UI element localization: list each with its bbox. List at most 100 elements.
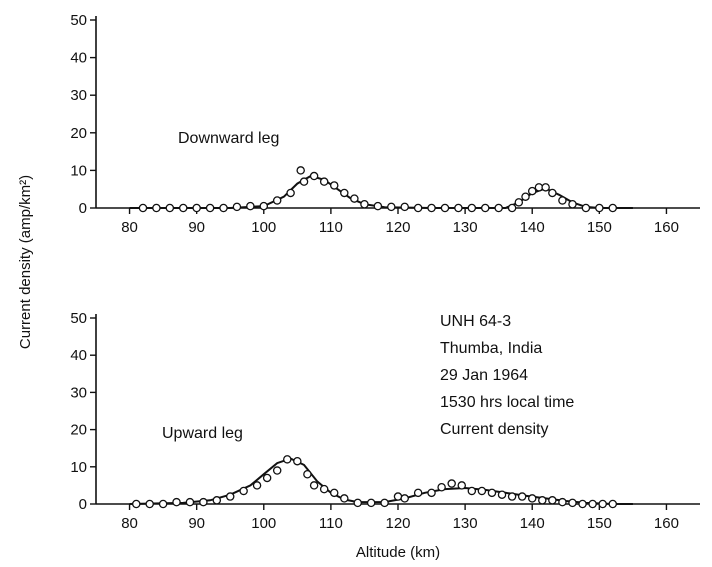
data-point	[205, 203, 215, 213]
data-point	[246, 201, 255, 211]
x-axis-title: Altitude (km)	[356, 544, 440, 561]
y-tick-label: 40	[70, 50, 87, 67]
y-tick-label: 40	[70, 347, 87, 364]
y-tick-label: 30	[70, 87, 87, 104]
data-point	[225, 492, 235, 501]
y-tick-label: 0	[79, 496, 87, 513]
data-point	[296, 166, 305, 175]
data-point	[581, 203, 591, 213]
data-point	[558, 497, 567, 507]
data-point	[447, 479, 456, 488]
data-point	[568, 199, 577, 209]
upward-leg-panel: 0 10 20 30 40 50 80 90 100 110 120 130 140 150 160 Upwa…	[70, 310, 700, 561]
x-tick-label: 110	[319, 515, 343, 532]
data-point	[608, 499, 618, 509]
data-point	[400, 494, 409, 503]
data-point	[232, 202, 242, 212]
data-point	[185, 497, 195, 507]
data-point	[329, 181, 339, 190]
data-point	[192, 203, 201, 213]
data-point	[480, 203, 490, 213]
x-tick-label: 150	[587, 219, 612, 236]
data-point	[272, 466, 282, 475]
annotation-line: Thumba, India	[440, 340, 542, 357]
data-point	[299, 177, 309, 186]
data-point	[487, 488, 497, 498]
annotation-line: Current density	[440, 421, 549, 438]
data-point	[283, 455, 292, 464]
data-point	[380, 498, 389, 508]
data-point	[340, 494, 349, 503]
data-point	[427, 203, 436, 213]
data-point	[262, 473, 272, 483]
data-point	[272, 196, 282, 205]
x-tick-label: 160	[654, 515, 679, 532]
data-point	[477, 486, 487, 496]
data-point	[608, 203, 618, 213]
data-point	[353, 498, 362, 508]
data-point	[319, 177, 329, 186]
data-point	[558, 196, 567, 205]
x-tick-label: 100	[251, 515, 276, 532]
y-tick-label: 50	[70, 310, 87, 327]
data-point	[568, 498, 577, 508]
data-point	[437, 483, 446, 492]
data-point	[340, 188, 349, 198]
data-point	[578, 499, 587, 509]
data-point	[252, 481, 262, 490]
panel-label: Upward leg	[162, 425, 243, 442]
x-tick-label: 90	[188, 219, 205, 236]
data-point	[329, 488, 339, 498]
data-point	[165, 203, 175, 213]
data-point	[514, 198, 524, 207]
data-point	[541, 183, 550, 192]
data-point	[178, 203, 188, 213]
data-point	[152, 203, 161, 213]
data-point	[457, 481, 467, 490]
x-tick-label: 120	[385, 219, 410, 236]
y-tick-label: 10	[70, 162, 87, 179]
data-point	[400, 202, 409, 212]
panel-label: Downward leg	[178, 130, 279, 147]
y-tick-label: 20	[70, 422, 87, 439]
x-tick-label: 90	[188, 515, 205, 532]
data-point	[138, 203, 148, 213]
y-tick-label: 20	[70, 125, 87, 142]
data-point	[467, 486, 477, 496]
annotation-line: UNH 64-3	[440, 313, 511, 330]
data-point	[286, 188, 295, 198]
fit-curve	[129, 457, 633, 505]
x-tick-label: 110	[319, 219, 343, 236]
data-point	[199, 497, 208, 507]
data-point	[497, 490, 507, 499]
data-point	[440, 203, 450, 213]
data-point	[387, 202, 396, 212]
x-tick-label: 150	[587, 515, 612, 532]
data-point	[219, 203, 228, 213]
x-tick-label: 80	[121, 219, 138, 236]
data-point	[293, 456, 302, 466]
data-point	[239, 486, 248, 496]
x-tick-label: 80	[121, 515, 138, 532]
fit-curve	[129, 174, 633, 209]
x-tick-label: 140	[520, 219, 545, 236]
data-point	[538, 496, 547, 505]
data-point	[507, 203, 517, 213]
data-point	[467, 203, 477, 213]
x-tick-label: 140	[520, 515, 545, 532]
data-point	[517, 492, 527, 501]
downward-leg-panel: 0 10 20 30 40 50 80 90 100 110 120 130 140 150 160 Down…	[70, 12, 700, 236]
data-point	[309, 171, 319, 181]
annotation-block: UNH 64-3 Thumba, India 29 Jan 1964 1530 …	[440, 313, 574, 438]
x-tick-label: 100	[251, 219, 276, 236]
x-tick-label: 160	[654, 219, 679, 236]
data-point	[172, 497, 181, 507]
data-point	[427, 488, 436, 498]
data-point	[309, 481, 319, 490]
data-point	[366, 498, 376, 508]
y-tick-label: 10	[70, 459, 87, 476]
data-point	[548, 188, 557, 198]
y-tick-label: 30	[70, 384, 87, 401]
data-point	[494, 203, 503, 213]
y-axis-title: Current density (amp/km²)	[17, 175, 34, 349]
